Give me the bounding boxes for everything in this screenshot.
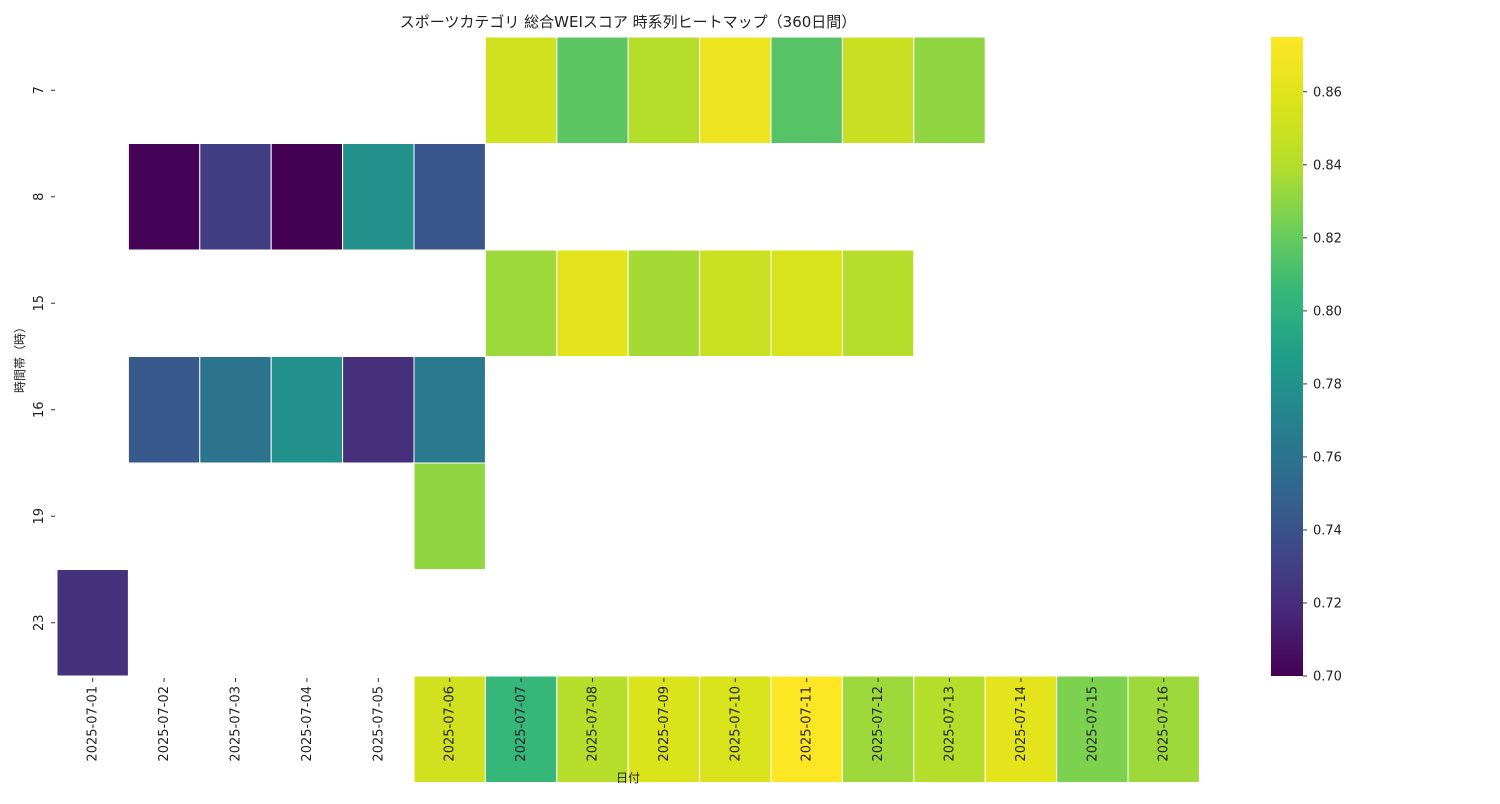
y-axis: 7 8 15 16 19 23	[32, 86, 55, 631]
heatmap-cell	[984, 675, 1058, 783]
heatmap-cell	[270, 356, 344, 464]
x-axis-label: 日付	[616, 771, 640, 785]
heatmap-cell	[556, 675, 629, 783]
x-tick-label: 2025-07-16	[1157, 686, 1172, 762]
x-tick-label: 2025-07-05	[371, 686, 386, 762]
heatmap-cell	[770, 36, 843, 144]
heatmap-cell	[770, 249, 843, 357]
colorbar: 0.70 0.72 0.74 0.76 0.78 0.80 0.82 0.84 0.86	[1271, 37, 1342, 685]
x-tick-label: 2025-07-08	[586, 686, 601, 762]
heatmap-cell	[484, 249, 558, 357]
y-tick-label: 8	[32, 193, 47, 201]
heatmap-cell	[413, 675, 486, 783]
heatmap-cell	[270, 143, 344, 251]
x-tick-label: 2025-07-02	[157, 686, 172, 762]
heatmap-cell	[841, 249, 915, 357]
heatmap-cell	[699, 249, 772, 357]
heatmap-cell	[699, 36, 772, 144]
chart-title: スポーツカテゴリ 総合WEIスコア 時系列ヒートマップ（360日間）	[400, 13, 857, 31]
x-tick-label: 2025-07-13	[943, 686, 958, 762]
heatmap-cell	[913, 36, 986, 144]
x-tick-label: 2025-07-03	[229, 686, 244, 762]
heatmap-cell	[556, 36, 629, 144]
heatmap-cell	[127, 143, 201, 251]
x-tick-label: 2025-07-10	[728, 686, 743, 762]
x-tick-label: 2025-07-11	[800, 686, 815, 762]
x-axis: 2025-07-01 2025-07-02 2025-07-03 2025-07-04…	[86, 678, 1172, 762]
colorbar-gradient	[1271, 37, 1303, 676]
heatmap-cell	[484, 675, 558, 783]
heatmap-cell	[484, 36, 558, 144]
heatmap-cell	[56, 569, 129, 677]
colorbar-tick-label: 0.80	[1313, 304, 1342, 319]
heatmap-cell	[1056, 675, 1129, 783]
colorbar-tick-label: 0.82	[1313, 231, 1342, 246]
colorbar-tick-label: 0.78	[1313, 377, 1342, 392]
heatmap-cell	[627, 249, 701, 357]
y-axis-label: 時間帯（時）	[13, 321, 27, 393]
heatmap-cell	[413, 462, 486, 570]
x-tick-label: 2025-07-12	[871, 686, 886, 762]
colorbar-tick-label: 0.76	[1313, 450, 1342, 465]
heatmap-cell	[342, 143, 415, 251]
x-tick-label: 2025-07-09	[657, 686, 672, 762]
heatmap-cell	[342, 356, 415, 464]
x-tick-label: 2025-07-07	[514, 686, 529, 762]
heatmap-cell	[913, 675, 986, 783]
colorbar-tick-label: 0.70	[1313, 670, 1342, 685]
y-tick-label: 16	[32, 401, 47, 418]
heatmap-cell	[770, 675, 843, 783]
y-tick-label: 19	[32, 508, 47, 525]
heatmap-cell	[413, 356, 486, 464]
heatmap-cell	[199, 356, 272, 464]
x-tick-label: 2025-07-01	[86, 686, 101, 762]
colorbar-tick-label: 0.72	[1313, 596, 1342, 611]
x-tick-label: 2025-07-14	[1014, 686, 1029, 762]
heatmap-cell	[413, 143, 486, 251]
x-tick-label: 2025-07-04	[300, 686, 315, 762]
colorbar-tick-label: 0.74	[1313, 523, 1342, 538]
heatmap-cell	[699, 675, 772, 783]
colorbar-tick-label: 0.84	[1313, 158, 1342, 173]
heatmap-cell	[841, 36, 915, 144]
x-tick-label: 2025-07-06	[443, 686, 458, 762]
y-tick-label: 15	[32, 295, 47, 312]
heatmap-cell	[627, 675, 701, 783]
heatmap-cell	[841, 675, 915, 783]
colorbar-tick-label: 0.86	[1313, 85, 1342, 100]
heatmap-cell	[199, 143, 272, 251]
heatmap-cells	[56, 36, 1200, 783]
heatmap-cell	[556, 249, 629, 357]
heatmap-cell	[127, 356, 201, 464]
y-tick-label: 23	[32, 614, 47, 631]
heatmap-cell	[627, 36, 701, 144]
heatmap-cell	[1127, 675, 1200, 783]
y-tick-label: 7	[32, 86, 47, 94]
x-tick-label: 2025-07-15	[1085, 686, 1100, 762]
